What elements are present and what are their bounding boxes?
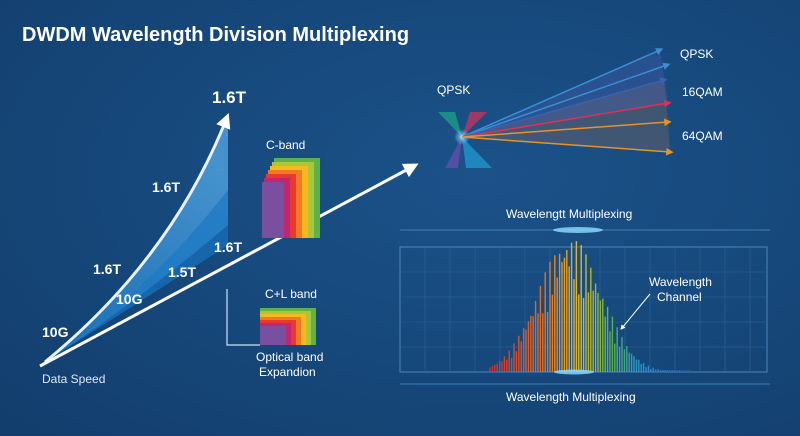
page-title: DWDM Wavelength Division Multiplexing <box>22 24 410 46</box>
modulation-arrow <box>461 62 671 138</box>
curve-label: 10G <box>42 324 69 340</box>
modulation-arrow <box>461 118 672 138</box>
inner-label: 10G <box>116 291 143 307</box>
band-layer <box>260 326 286 345</box>
modulation-arrow <box>461 48 664 138</box>
spectrum-top-label: Wavelengtt Multiplexing <box>506 207 633 221</box>
channel-label: Channel <box>657 290 702 304</box>
modulation-fan <box>462 80 670 152</box>
modulation-label: QPSK <box>680 47 714 61</box>
inner-label: 1.5T <box>168 264 197 280</box>
channel-label: Wavelength <box>649 275 712 289</box>
spectrum-bars <box>489 241 690 372</box>
expansion-label: Expandion <box>259 365 316 379</box>
cl-band-stack <box>260 308 316 345</box>
modulation-arrow <box>461 136 674 156</box>
top-speed-label: 1.6T <box>212 88 247 107</box>
modulation-arrow <box>461 99 672 138</box>
modulation-fan <box>462 50 668 137</box>
band-layer <box>262 182 284 238</box>
modulation-label: 64QAM <box>682 129 723 143</box>
c-band-stack <box>262 158 320 238</box>
speed-curve-arrow <box>44 113 231 364</box>
expansion-bracket <box>226 289 260 346</box>
source-modulation-label: QPSK <box>437 83 471 97</box>
curve-label: 1.6T <box>152 179 181 195</box>
modulation-label: 16QAM <box>682 85 723 99</box>
c-band-label: C-band <box>266 138 306 152</box>
channel-pointer-arrow <box>620 293 651 330</box>
data-speed-axis-arrow <box>39 163 419 368</box>
curve-label: 1.6T <box>93 261 122 277</box>
spectrum-bottom-label: Wavelength Multiplexing <box>506 390 636 404</box>
inner-label: 1.6T <box>214 239 243 255</box>
modulation-arrows <box>461 48 674 156</box>
cl-band-label: C+L band <box>265 287 317 301</box>
modulation-arrow <box>461 77 668 138</box>
data-speed-label: Data Speed <box>42 372 106 386</box>
expansion-label: Optical band <box>256 350 324 364</box>
constellation-x-icon <box>438 112 492 168</box>
spectrum-grid <box>400 247 767 372</box>
